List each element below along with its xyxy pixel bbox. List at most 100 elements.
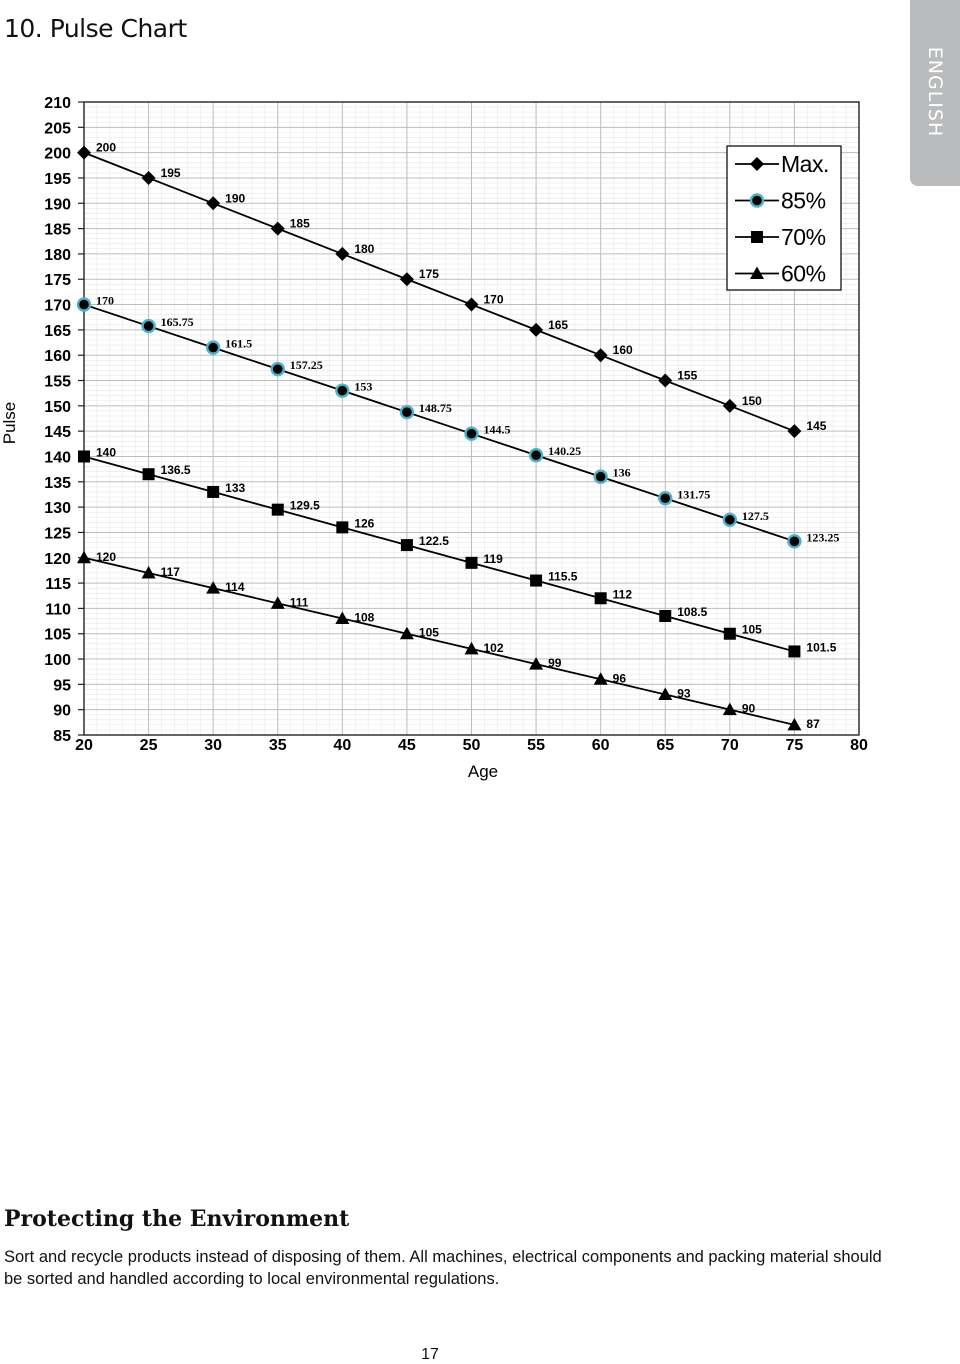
data-label: 145 xyxy=(806,419,826,433)
series-line-1 xyxy=(83,303,795,543)
data-point-square xyxy=(530,574,543,587)
environment-text: Sort and recycle products instead of dis… xyxy=(4,1248,882,1288)
data-label: 185 xyxy=(290,217,310,231)
data-point-diamond xyxy=(141,170,156,185)
data-label: 87 xyxy=(806,717,820,731)
y-tick-label: 190 xyxy=(44,196,71,213)
data-label: 153 xyxy=(354,380,372,394)
data-label: 108 xyxy=(354,611,374,625)
plot-frame xyxy=(83,101,860,736)
y-tick-label: 115 xyxy=(45,576,71,593)
data-label: 93 xyxy=(677,686,691,700)
data-point-circle xyxy=(658,491,673,506)
y-tick-label: 90 xyxy=(53,703,71,720)
y-tick-label: 200 xyxy=(44,146,71,163)
y-tick-label: 160 xyxy=(44,348,71,365)
x-axis-title: Age xyxy=(468,762,498,781)
y-tick-label: 205 xyxy=(44,120,71,137)
data-point-circle xyxy=(593,469,608,484)
data-label: 157.25 xyxy=(290,358,323,372)
x-tick-label: 60 xyxy=(592,737,610,754)
data-point-triangle xyxy=(529,657,544,670)
data-point-square xyxy=(400,539,413,552)
section-title: 10. Pulse Chart xyxy=(4,14,187,43)
data-point-diamond xyxy=(206,196,221,211)
data-label: 170 xyxy=(96,294,114,308)
y-tick-label: 110 xyxy=(45,601,71,618)
page-number: 17 xyxy=(421,1346,439,1363)
y-tick-label: 130 xyxy=(44,500,71,517)
data-label: 148.75 xyxy=(419,401,452,415)
y-axis-title: Pulse xyxy=(0,402,19,445)
series-line-0 xyxy=(83,151,795,432)
x-tick-label: 30 xyxy=(204,737,222,754)
data-label: 117 xyxy=(161,565,181,579)
data-point-triangle xyxy=(722,702,737,716)
data-label: 112 xyxy=(613,587,633,601)
y-tick-label: 165 xyxy=(44,323,71,340)
data-point-circle xyxy=(399,404,415,420)
data-label: 144.5 xyxy=(484,423,511,437)
legend-label: 60% xyxy=(781,261,826,287)
data-point-triangle xyxy=(787,717,802,731)
data-point-circle xyxy=(141,318,156,334)
data-point-diamond xyxy=(722,398,737,413)
data-point-square xyxy=(723,627,736,640)
data-label: 190 xyxy=(225,191,245,205)
series-line-3 xyxy=(83,556,795,726)
y-tick-label: 170 xyxy=(44,298,71,315)
legend-marker-triangle xyxy=(750,266,764,279)
data-point-diamond xyxy=(464,297,479,312)
data-point-diamond xyxy=(529,322,544,337)
data-label: 133 xyxy=(225,481,245,495)
data-label: 123.25 xyxy=(806,530,839,544)
data-point-circle xyxy=(335,383,350,398)
legend-marker-square xyxy=(751,231,763,243)
data-point-square xyxy=(142,468,155,481)
data-label: 170 xyxy=(484,293,504,307)
data-label: 90 xyxy=(742,702,756,716)
y-tick-label: 210 xyxy=(44,95,71,112)
x-tick-label: 70 xyxy=(721,737,739,754)
data-label: 114 xyxy=(225,580,245,594)
y-tick-label: 185 xyxy=(44,222,71,239)
data-point-diamond xyxy=(77,145,91,160)
x-tick-label: 80 xyxy=(850,737,868,754)
legend-label: 85% xyxy=(781,188,826,214)
data-point-square xyxy=(659,609,672,622)
data-label: 136 xyxy=(613,466,631,480)
x-tick-label: 25 xyxy=(140,737,158,754)
x-tick-label: 75 xyxy=(786,737,804,754)
y-tick-label: 85 xyxy=(53,728,71,745)
data-label: 140.25 xyxy=(548,444,581,458)
data-label: 119 xyxy=(484,552,504,566)
data-point-triangle xyxy=(464,641,479,655)
y-tick-label: 135 xyxy=(44,475,71,492)
data-point-triangle xyxy=(593,672,608,685)
data-point-circle xyxy=(787,534,802,549)
data-label: 105 xyxy=(419,626,439,640)
data-point-triangle xyxy=(270,596,285,609)
data-label: 180 xyxy=(354,242,374,256)
environment-heading: Protecting the Environment xyxy=(4,1206,350,1232)
data-point-diamond xyxy=(399,272,414,287)
data-label: 200 xyxy=(96,141,116,155)
legend-marker-circle xyxy=(749,193,765,208)
data-point-square xyxy=(78,450,90,463)
data-point-triangle xyxy=(335,611,350,625)
data-point-triangle xyxy=(658,687,673,700)
y-tick-label: 95 xyxy=(53,677,71,694)
data-point-circle xyxy=(528,448,544,463)
data-label: 150 xyxy=(742,394,762,408)
data-point-circle xyxy=(270,361,285,377)
data-point-triangle xyxy=(77,550,91,564)
y-tick-label: 155 xyxy=(44,374,71,391)
data-point-square xyxy=(465,556,478,569)
data-label: 120 xyxy=(96,550,116,564)
data-label: 99 xyxy=(548,656,562,670)
legend-marker-diamond xyxy=(750,157,764,171)
data-label: 122.5 xyxy=(419,534,449,548)
data-label: 136.5 xyxy=(161,463,191,477)
data-point-diamond xyxy=(787,424,802,439)
data-point-diamond xyxy=(335,246,350,261)
